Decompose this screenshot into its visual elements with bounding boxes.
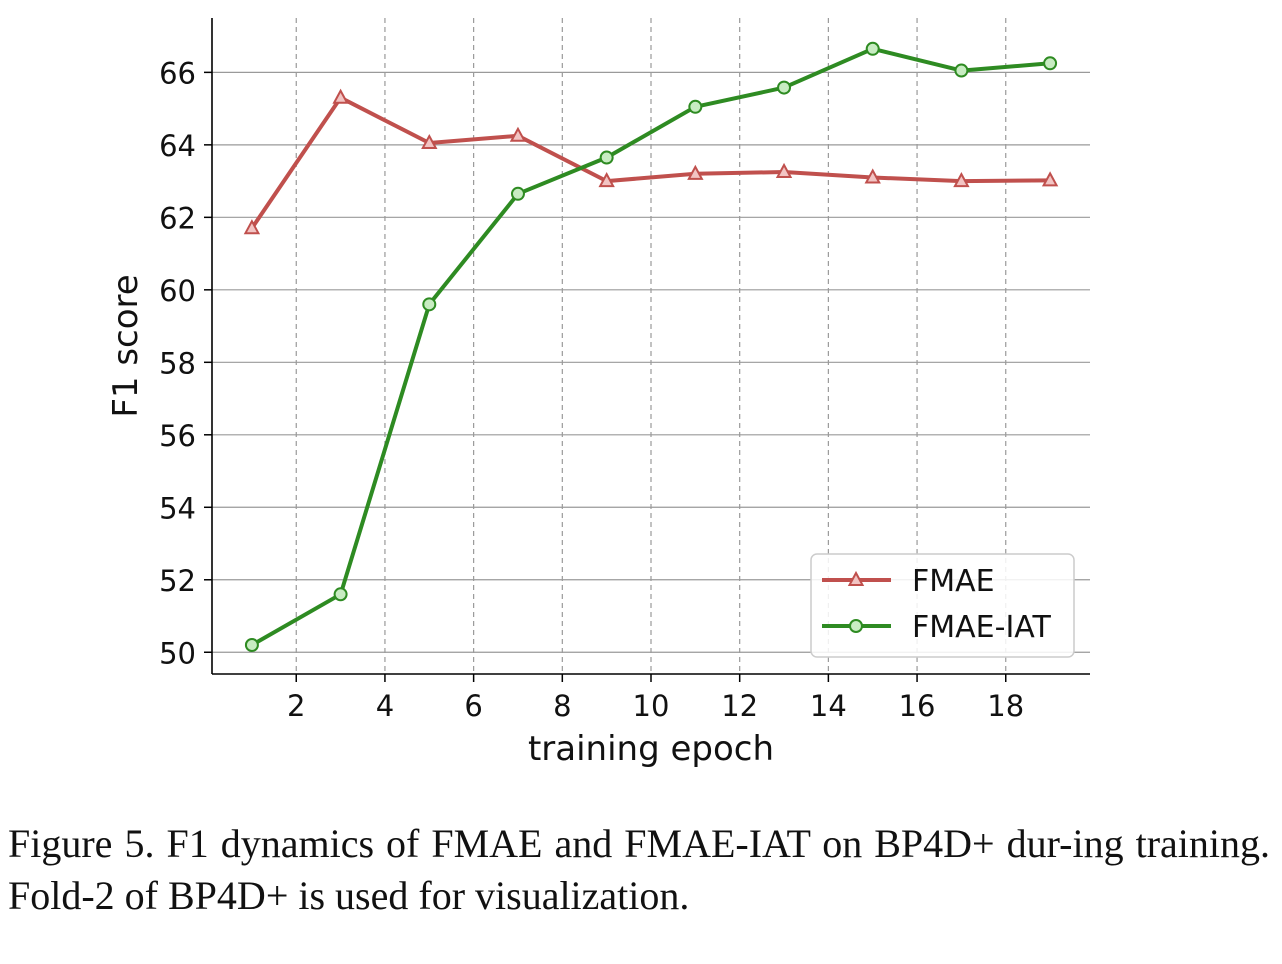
y-tick-label: 66 xyxy=(159,56,196,90)
data-point-fmae-iat xyxy=(777,80,792,95)
x-tick-label: 10 xyxy=(633,689,670,723)
legend-label-fmae-iat: FMAE-IAT xyxy=(912,610,1051,645)
data-point-fmae xyxy=(1041,171,1059,187)
y-tick-label: 64 xyxy=(159,129,196,163)
y-tick-label: 54 xyxy=(159,491,196,525)
data-point-fmae-iat xyxy=(865,41,880,56)
x-tick-label: 4 xyxy=(376,689,394,723)
x-tick-label: 16 xyxy=(899,689,936,723)
data-point-fmae xyxy=(775,162,793,179)
data-point-fmae-iat xyxy=(688,99,703,114)
x-tick-label: 2 xyxy=(287,689,305,723)
x-tick-label: 14 xyxy=(810,689,847,723)
grid-lines xyxy=(212,18,1090,674)
x-tick-label: 6 xyxy=(464,689,482,723)
data-point-fmae-iat xyxy=(954,63,969,78)
series-line-fmae xyxy=(250,95,1051,230)
data-point-fmae xyxy=(421,133,438,150)
figure-caption: Figure 5. F1 dynamics of FMAE and FMAE-I… xyxy=(8,821,1270,918)
legend-marker-fmae-iat xyxy=(849,619,863,633)
data-point-fmae-iat xyxy=(244,638,259,653)
data-point-fmae xyxy=(243,219,261,235)
y-tick-label: 58 xyxy=(159,346,196,380)
legend: FMAE FMAE-IAT xyxy=(810,553,1075,658)
legend-marker-fmae xyxy=(847,570,865,586)
data-series xyxy=(243,41,1059,653)
y-axis-label: F1 score xyxy=(106,274,146,417)
data-point-fmae-iat xyxy=(1043,56,1058,71)
data-point-fmae xyxy=(687,164,704,180)
y-tick-label: 52 xyxy=(159,564,196,598)
y-tick-label: 50 xyxy=(159,636,196,670)
data-point-fmae xyxy=(332,88,349,104)
data-point-fmae-iat xyxy=(333,587,348,602)
f1-line-chart: 50 52 54 56 58 60 62 64 66 2 4 6 8 10 12 14 16 18 trainin… xyxy=(106,18,1090,769)
data-point-fmae-iat xyxy=(599,150,614,165)
x-axis-label: training epoch xyxy=(528,729,774,769)
y-tick-label: 56 xyxy=(159,419,196,453)
data-point-fmae xyxy=(509,126,527,142)
data-point-fmae-iat xyxy=(422,297,437,312)
y-tick-label: 62 xyxy=(159,201,196,235)
data-point-fmae xyxy=(598,171,615,188)
y-tick-label: 60 xyxy=(159,274,196,308)
data-point-fmae xyxy=(864,168,881,184)
data-point-fmae xyxy=(953,171,970,188)
x-tick-label: 8 xyxy=(553,689,571,723)
tick-labels: 50 52 54 56 58 60 62 64 66 2 4 6 8 10 12 14 16 18 xyxy=(159,56,1024,723)
data-point-fmae-iat xyxy=(510,186,525,201)
series-line-fmae-iat xyxy=(250,46,1051,647)
legend-label-fmae: FMAE xyxy=(912,564,995,599)
x-tick-label: 18 xyxy=(987,689,1024,723)
x-tick-label: 12 xyxy=(721,689,758,723)
